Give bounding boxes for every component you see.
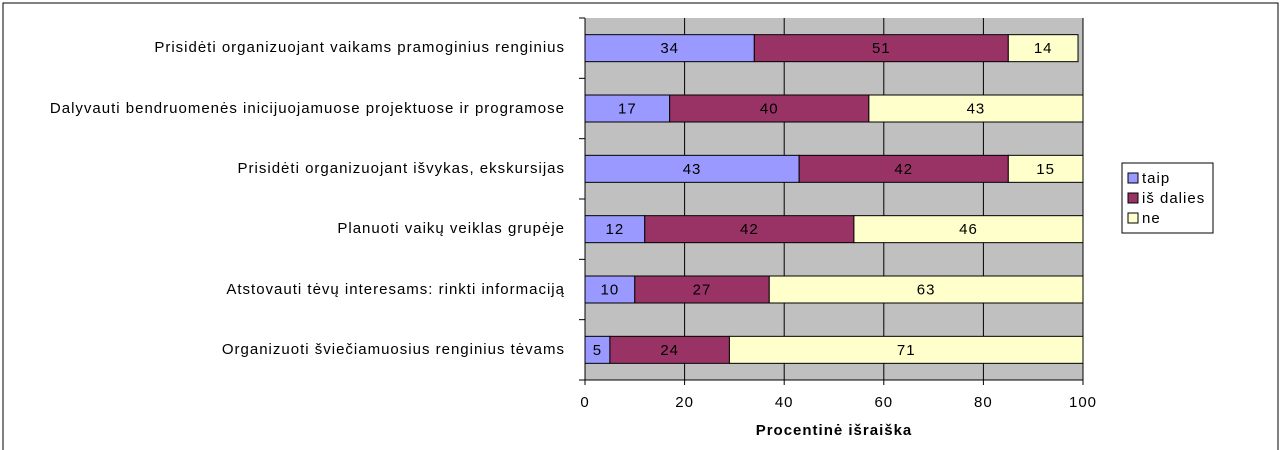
bar-segment <box>584 335 611 364</box>
bar-segment <box>798 154 1009 183</box>
category-text: Prisidėti organizuojant vaikams pramogin… <box>154 39 565 57</box>
category-label: Planuoti vaikų veiklas grupėje <box>20 209 565 249</box>
value-label: 15 <box>1036 161 1055 178</box>
value-label: 42 <box>740 221 759 238</box>
legend-label: iš dalies <box>1142 190 1205 207</box>
bar-segment <box>728 335 1084 364</box>
bar-segment <box>853 215 1084 244</box>
category-label: Atstovauti tėvų interesams: rinkti infor… <box>20 270 565 310</box>
x-tick-label: 20 <box>675 394 694 411</box>
value-label: 10 <box>601 281 620 298</box>
bar-segment <box>584 215 646 244</box>
value-label: 71 <box>897 342 916 359</box>
category-text: Atstovauti tėvų interesams: rinkti infor… <box>226 280 565 298</box>
x-tick-label: 100 <box>1069 394 1097 411</box>
bar-segment <box>768 275 1084 304</box>
legend-label: taip <box>1142 170 1170 187</box>
x-tick-label: 0 <box>580 394 589 411</box>
bar-segment <box>584 94 671 123</box>
legend-swatch <box>1127 192 1139 204</box>
bar-segment <box>1007 34 1079 63</box>
value-label: 46 <box>959 221 978 238</box>
legend-label: ne <box>1142 210 1161 227</box>
x-tick-label: 40 <box>775 394 794 411</box>
value-label: 43 <box>967 100 986 117</box>
value-label: 12 <box>606 221 625 238</box>
bar-segment <box>634 275 770 304</box>
value-label: 34 <box>660 40 679 57</box>
category-label: Organizuoti šviečiamuosius renginius tėv… <box>20 330 565 370</box>
value-label: 63 <box>917 281 936 298</box>
category-text: Prisidėti organizuojant išvykas, ekskurs… <box>237 159 565 177</box>
value-label: 43 <box>683 161 702 178</box>
value-label: 42 <box>894 161 913 178</box>
x-tick-label: 80 <box>974 394 993 411</box>
bar-segment <box>609 335 730 364</box>
category-label: Prisidėti organizuojant išvykas, ekskurs… <box>20 149 565 189</box>
bar-segment <box>868 94 1084 123</box>
category-label: Prisidėti organizuojant vaikams pramogin… <box>20 28 565 68</box>
value-label: 5 <box>593 342 602 359</box>
legend-swatch <box>1127 172 1139 184</box>
category-text: Planuoti vaikų veiklas grupėje <box>337 220 565 238</box>
value-label: 17 <box>618 100 637 117</box>
category-label: Dalyvauti bendruomenės inicijuojamuose p… <box>20 89 565 129</box>
category-text: Dalyvauti bendruomenės inicijuojamuose p… <box>49 99 565 117</box>
bar-segment <box>584 154 800 183</box>
value-label: 14 <box>1034 40 1053 57</box>
bar-segment <box>644 215 855 244</box>
value-label: 51 <box>872 40 891 57</box>
bar-segment <box>1007 154 1084 183</box>
value-label: 27 <box>693 281 712 298</box>
plot-background <box>585 18 1083 380</box>
x-tick-label: 60 <box>874 394 893 411</box>
bar-segment <box>669 94 870 123</box>
category-text: Organizuoti šviečiamuosius renginius tėv… <box>221 340 565 358</box>
x-axis-title: Procentinė išraiška <box>756 422 913 439</box>
value-label: 24 <box>660 342 679 359</box>
legend-swatch <box>1127 212 1139 224</box>
value-label: 40 <box>760 100 779 117</box>
